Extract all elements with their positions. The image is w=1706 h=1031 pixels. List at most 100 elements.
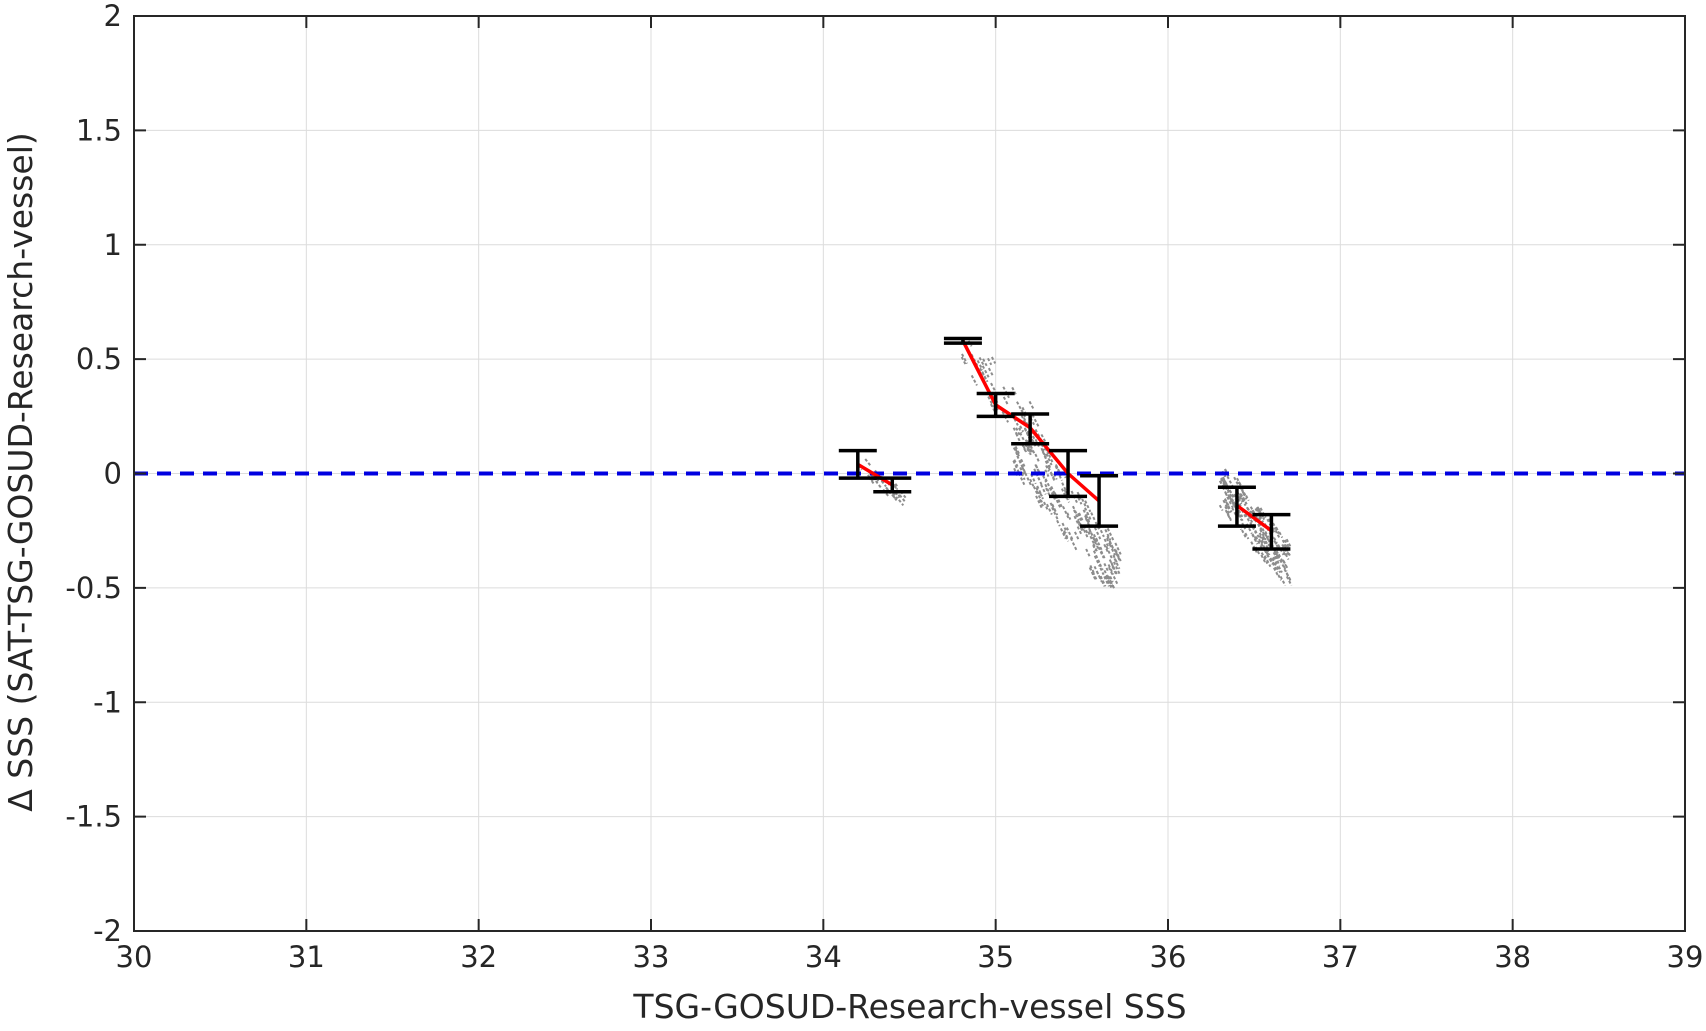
y-tick-label: -1.5 <box>65 800 122 834</box>
scatter-point <box>1106 576 1113 585</box>
scatter-point <box>1056 519 1061 527</box>
scatter-point <box>1048 454 1054 464</box>
y-tick-label: 1 <box>104 228 122 262</box>
scatter-point <box>1245 495 1250 502</box>
scatter-point <box>867 474 874 483</box>
scatter-point <box>1018 460 1027 474</box>
scatter-point <box>1233 476 1240 487</box>
scatter-point <box>1045 465 1050 472</box>
scatter-point <box>1034 453 1041 464</box>
scatter-point <box>894 483 900 489</box>
scatter-point <box>1099 575 1107 587</box>
scatter-point <box>1022 417 1030 428</box>
scatter-point <box>1034 438 1040 448</box>
x-tick-label: 39 <box>1667 940 1704 974</box>
scatter-point <box>1093 527 1102 540</box>
scatter-point <box>1275 527 1281 535</box>
scatter-point <box>1251 533 1257 541</box>
scatter-point <box>1281 539 1288 549</box>
scatter-point <box>1279 575 1287 586</box>
scatter-point <box>1061 482 1068 494</box>
error-bar <box>1080 474 1119 528</box>
mean-line-segment <box>856 462 894 487</box>
scatter-point <box>1226 475 1234 488</box>
scatter-point <box>1046 503 1053 516</box>
scatter-point <box>1061 522 1068 534</box>
scatter-point <box>987 357 993 366</box>
scatter-point <box>1092 550 1101 564</box>
scatter-point <box>1256 506 1264 518</box>
scatter-point <box>893 485 899 491</box>
scatter-point <box>1237 498 1243 505</box>
error-bar <box>873 476 912 494</box>
scatter-point <box>1225 501 1233 513</box>
scatter-point <box>875 480 882 489</box>
scatter-point <box>1106 527 1115 542</box>
scatter-point <box>1103 562 1109 572</box>
error-bar-layer <box>838 336 1291 551</box>
x-tick-label: 31 <box>288 940 325 974</box>
scatter-point <box>1020 458 1026 468</box>
scatter-point <box>1098 563 1104 571</box>
scatter-point <box>1277 553 1285 564</box>
scatter-point <box>1077 512 1083 523</box>
scatter-point <box>1230 498 1236 506</box>
scatter-point <box>1013 459 1019 468</box>
error-bar <box>1049 448 1088 499</box>
scatter-point <box>1035 490 1043 503</box>
scatter-point <box>1020 409 1027 420</box>
scatter-point <box>864 458 872 466</box>
scatter-point <box>1045 453 1053 466</box>
scatter-point <box>1273 567 1280 577</box>
scatter-point <box>1275 550 1281 557</box>
scatter-point <box>1241 522 1247 530</box>
scatter-point <box>976 359 984 371</box>
scatter-point <box>898 499 905 506</box>
scatter-point <box>1259 515 1265 523</box>
x-tick-label: 30 <box>116 940 153 974</box>
scatter-point <box>1024 472 1033 487</box>
x-tick-label: 33 <box>633 940 670 974</box>
scatter-point <box>1218 504 1224 512</box>
scatter-point <box>1015 427 1022 438</box>
scatter-point <box>1044 469 1050 478</box>
scatter-point <box>1002 396 1009 405</box>
scatter-point <box>1274 555 1281 566</box>
scatter-point <box>978 357 985 366</box>
scatter-point <box>1030 438 1038 448</box>
scatter-point <box>1244 513 1251 523</box>
scatter-point <box>1029 478 1035 487</box>
scatter-point <box>981 365 990 378</box>
axes-layer <box>133 15 1686 932</box>
scatter-point <box>1260 554 1267 565</box>
scatter-point <box>1019 432 1026 442</box>
scatter-point <box>1239 493 1247 504</box>
scatter-point <box>1283 539 1290 549</box>
scatter-point <box>1043 455 1052 469</box>
scatter-point <box>1014 448 1021 458</box>
scatter-point <box>1069 537 1078 551</box>
scatter-point <box>1023 427 1030 436</box>
error-bar <box>1011 412 1050 446</box>
scatter-point <box>1085 548 1091 557</box>
scatter-point <box>1275 555 1280 562</box>
scatter-point <box>1035 487 1040 495</box>
y-tick-label: 0 <box>104 457 122 491</box>
scatter-point <box>1111 566 1118 576</box>
scatter-point <box>892 492 899 500</box>
y-tick-label: -0.5 <box>65 571 122 605</box>
y-tick-label: 2 <box>104 0 122 33</box>
scatter-point <box>1072 505 1078 516</box>
scatter-point <box>1044 460 1050 468</box>
scatter-point <box>1092 543 1099 554</box>
scatter-point <box>892 483 898 490</box>
scatter-point <box>1054 464 1062 475</box>
error-bar <box>1252 512 1291 551</box>
scatter-point <box>897 494 902 499</box>
scatter-point <box>1106 535 1114 549</box>
scatter-point <box>1028 400 1035 411</box>
scatter-point <box>1264 530 1270 539</box>
scatter-point <box>1274 529 1281 540</box>
scatter-point <box>892 495 898 501</box>
scatter-point <box>1021 466 1027 475</box>
